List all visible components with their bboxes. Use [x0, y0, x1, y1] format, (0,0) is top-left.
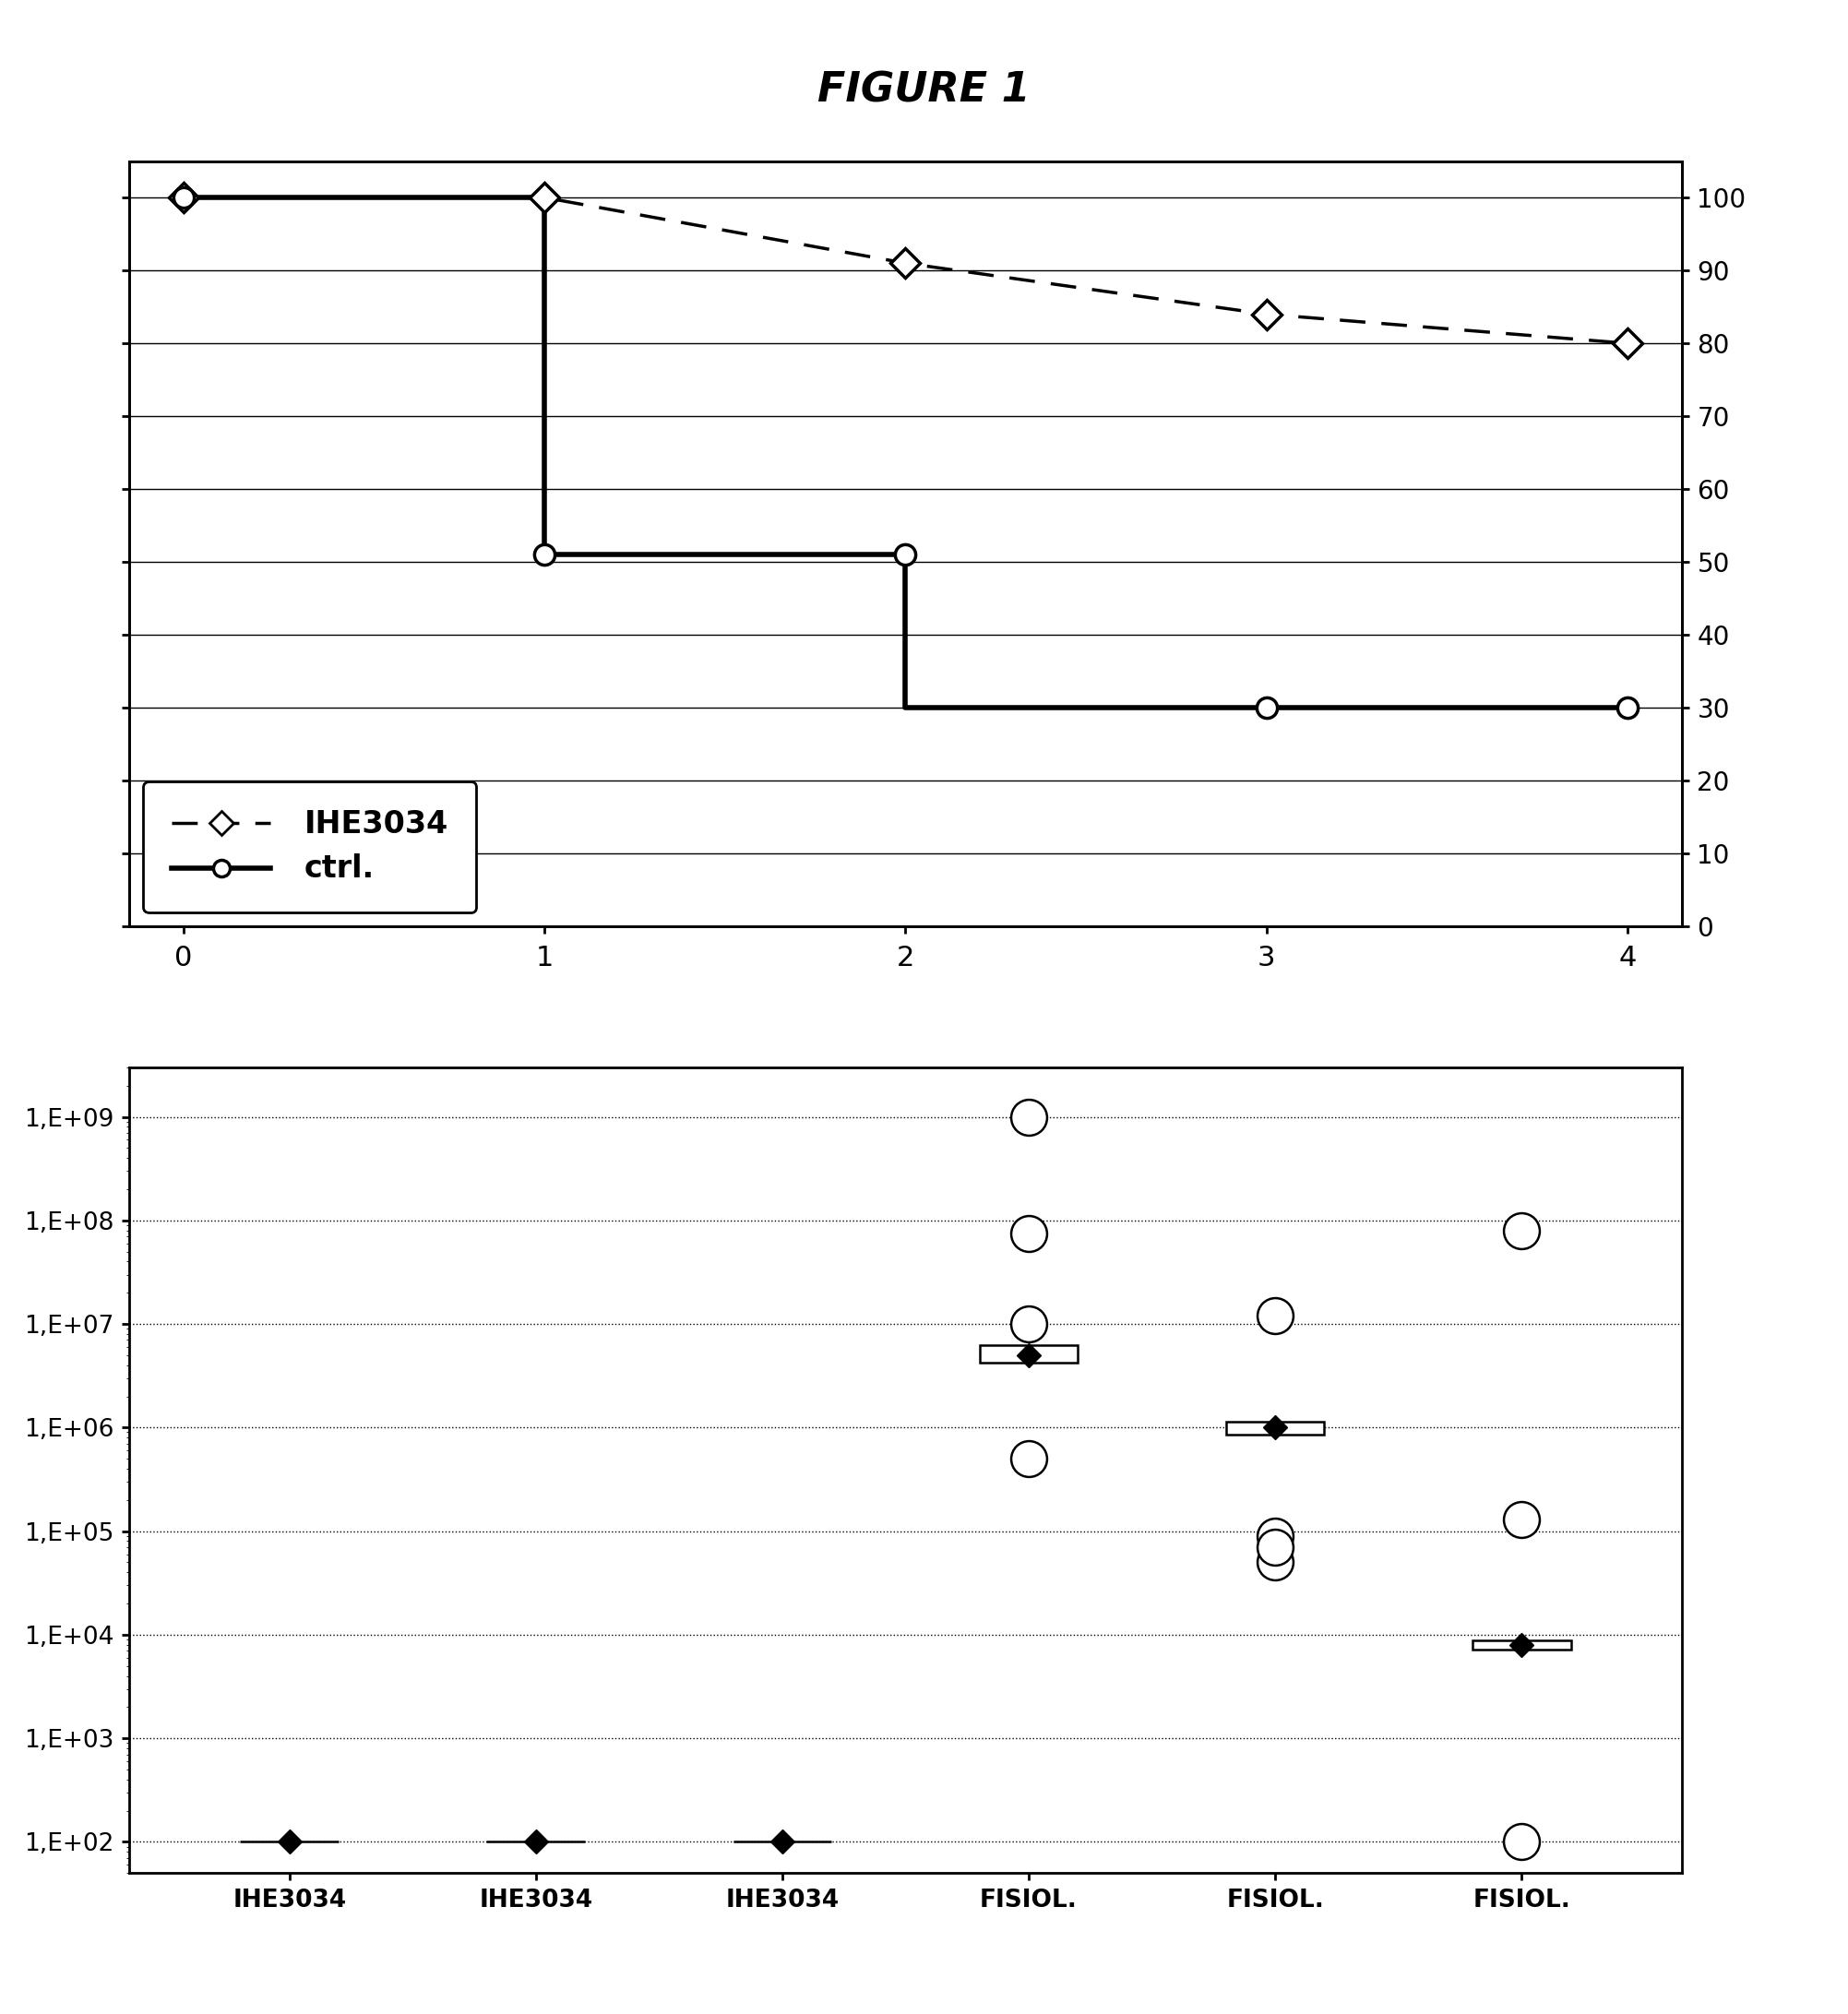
- Bar: [1473, 1641, 1571, 1649]
- Bar: [979, 1345, 1077, 1363]
- Bar: [1225, 1422, 1325, 1434]
- Text: FIGURE 1: FIGURE 1: [817, 70, 1031, 111]
- Legend: IHE3034, ctrl.: IHE3034, ctrl.: [144, 781, 477, 912]
